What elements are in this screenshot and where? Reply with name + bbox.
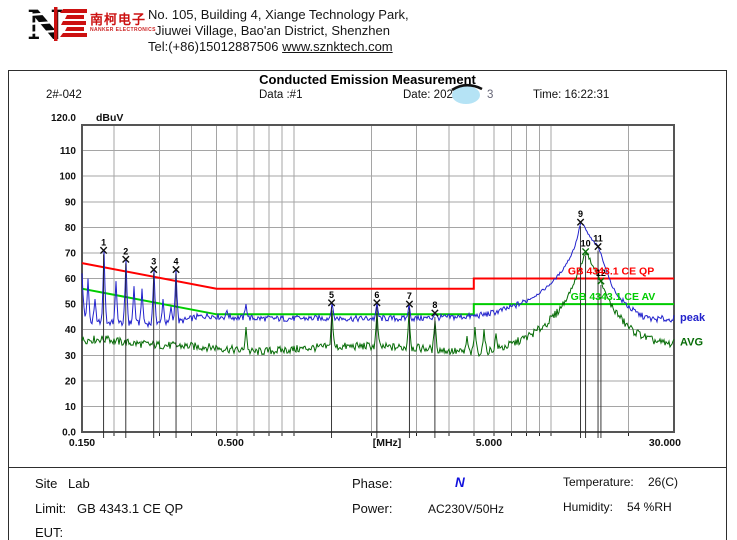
results-footer (8, 467, 727, 540)
svg-text:60: 60 (65, 274, 77, 285)
chart-title: Conducted Emission Measurement (259, 72, 476, 87)
svg-text:100: 100 (59, 172, 76, 183)
svg-text:1: 1 (101, 237, 106, 247)
svg-text:80: 80 (65, 223, 77, 234)
svg-text:11: 11 (593, 234, 603, 244)
svg-text:GB 4343.1 CE AV: GB 4343.1 CE AV (571, 291, 656, 303)
svg-text:N: N (27, 3, 64, 49)
website-link[interactable]: www.sznktech.com (282, 39, 393, 54)
svg-text:AVG: AVG (680, 336, 703, 348)
logo-mark: N (27, 2, 87, 49)
date-visible-digit: 3 (487, 89, 494, 101)
svg-text:10: 10 (65, 402, 77, 413)
limit-label: Limit: (35, 501, 67, 516)
svg-text:120.0: 120.0 (51, 113, 76, 124)
svg-text:10: 10 (581, 239, 591, 249)
svg-text:dBuV: dBuV (96, 112, 123, 124)
power-value: AC230V/50Hz (428, 502, 505, 516)
svg-text:110: 110 (60, 146, 77, 157)
logo-e-glyph (60, 9, 87, 37)
eut-label: EUT: (35, 525, 64, 540)
svg-text:40: 40 (65, 325, 77, 336)
address-line-2: Jiuwei Village, Bao'an District, Shenzhe… (155, 23, 390, 38)
svg-text:peak: peak (680, 312, 706, 324)
svg-text:90: 90 (65, 197, 77, 208)
phase-label: Phase: (352, 476, 393, 491)
svg-text:70: 70 (65, 248, 77, 259)
svg-text:7: 7 (407, 291, 412, 301)
svg-text:8: 8 (432, 300, 437, 310)
humidity-value: 54 %RH (627, 500, 672, 514)
svg-text:12: 12 (596, 268, 606, 278)
logo-english-text: NANKER ELECTRONICS (90, 27, 156, 33)
svg-text:20: 20 (65, 376, 77, 387)
company-address: No. 105, Building 4, Xiange Technology P… (148, 7, 409, 55)
logo-chinese-text: 南柯电子 (90, 13, 147, 28)
phase-value: N (455, 475, 465, 490)
company-logo: N 南柯电子 NANKER ELECTRONICS (27, 2, 155, 49)
chart-panel (8, 70, 727, 467)
data-label: Data :#1 (259, 89, 303, 101)
svg-text:5.000: 5.000 (476, 437, 502, 449)
svg-text:9: 9 (578, 209, 583, 219)
logo-n-glyph: N (27, 2, 64, 49)
limit-value: GB 4343.1 CE QP (77, 501, 184, 516)
temperature-label: Temperature: (563, 475, 634, 489)
svg-text:0.150: 0.150 (69, 437, 95, 449)
date-redaction-mark (451, 83, 483, 104)
svg-text:[MHz]: [MHz] (373, 437, 402, 449)
svg-text:2: 2 (123, 246, 128, 256)
svg-text:5: 5 (329, 290, 334, 300)
svg-text:0.0: 0.0 (62, 428, 76, 439)
humidity-label: Humidity: (563, 500, 614, 514)
svg-text:30: 30 (65, 351, 77, 362)
svg-text:6: 6 (374, 290, 379, 300)
svg-text:30.000: 30.000 (649, 437, 681, 449)
phone-number: Tel:(+86)15012887506 (148, 39, 279, 54)
power-label: Power: (352, 501, 393, 516)
temperature-value: 26(C) (648, 475, 679, 489)
svg-text:50: 50 (65, 300, 77, 311)
svg-text:0.500: 0.500 (218, 437, 244, 449)
address-line-1: No. 105, Building 4, Xiange Technology P… (148, 7, 409, 22)
site-label: Site (35, 476, 58, 491)
site-value: Lab (68, 476, 90, 491)
svg-text:4: 4 (174, 257, 179, 267)
svg-text:GB 4343.1 CE QP: GB 4343.1 CE QP (568, 266, 654, 278)
date-label: Date: 202 (403, 89, 453, 101)
time-label: Time: 16:22:31 (533, 89, 610, 101)
sample-id: 2#-042 (46, 89, 82, 101)
svg-text:3: 3 (151, 257, 156, 267)
